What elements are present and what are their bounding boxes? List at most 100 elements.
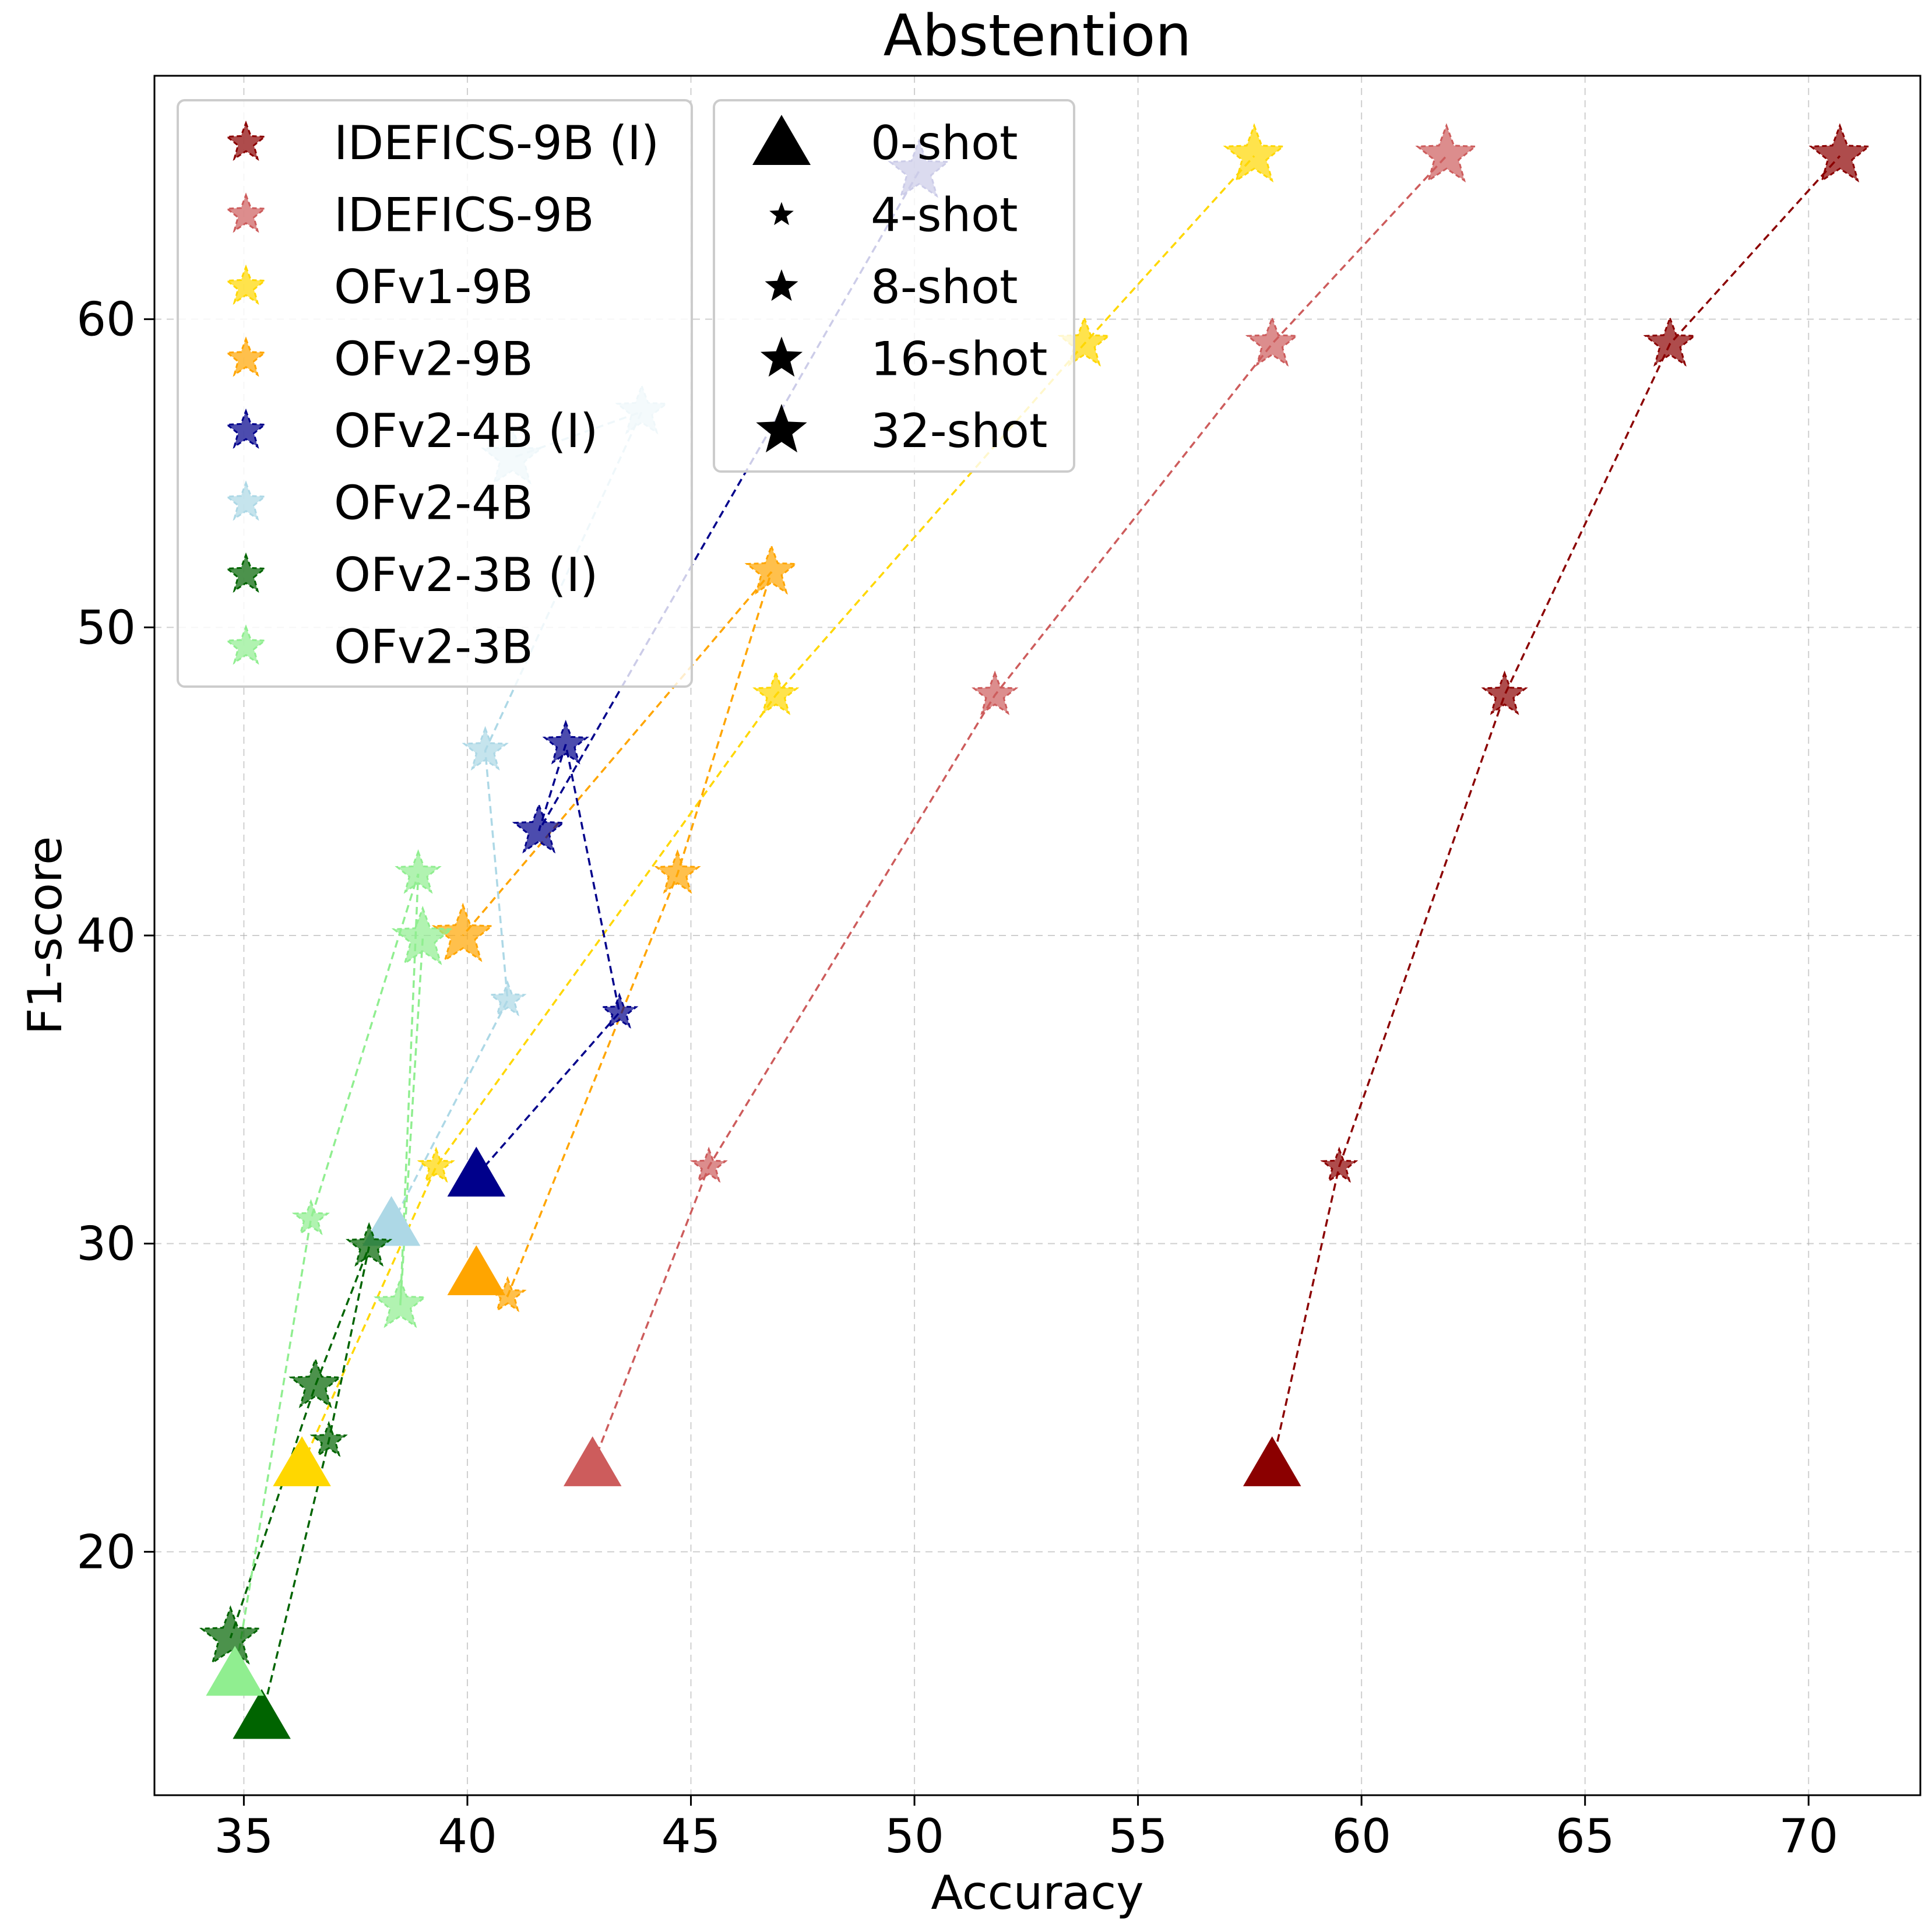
point-star (600, 992, 639, 1029)
point-star (689, 1146, 728, 1183)
point-star (346, 1222, 393, 1267)
legend-entry: OFv2-4B (I) (224, 404, 598, 458)
point-star (1223, 123, 1286, 182)
point-star (542, 719, 589, 765)
point-star (417, 1146, 455, 1183)
point-star (1643, 315, 1697, 367)
legend-models-box (177, 99, 693, 688)
series-markers (199, 123, 1871, 1739)
point-0-shot (206, 1645, 264, 1696)
legend-star-icon (760, 336, 803, 377)
point-0-shot (1243, 1436, 1301, 1486)
point-0-shot (273, 1436, 331, 1486)
legend-label: OFv1-9B (334, 260, 533, 314)
point-0-shot (447, 1245, 506, 1296)
x-tick-label: 35 (214, 1809, 274, 1863)
point-star (971, 670, 1019, 715)
legend-star-icon (224, 408, 268, 449)
point-star (288, 1357, 343, 1408)
legend-label: OFv2-4B (334, 476, 533, 530)
legend-shot-entry: 4-shot (769, 188, 1018, 242)
legend-triangle-icon (752, 115, 811, 165)
legend-label: OFv2-9B (334, 332, 533, 386)
legend-star-icon (769, 202, 794, 226)
x-tick-label: 50 (885, 1809, 944, 1863)
x-tick-label: 70 (1779, 1809, 1838, 1863)
legend-entry: IDEFICS-9B (I) (224, 116, 659, 170)
point-star (512, 803, 566, 854)
legend-shot-entry: 8-shot (765, 260, 1018, 314)
series-line (1271, 155, 1841, 1466)
point-0-shot (447, 1146, 506, 1197)
legend-shot-entry: 16-shot (760, 332, 1047, 386)
legend-label: IDEFICS-9B (I) (334, 116, 659, 170)
y-axis: 20 30 40 50 60 (76, 293, 154, 1579)
legend-entry: OFv2-3B (224, 620, 533, 674)
legend-label: IDEFICS-9B (334, 188, 594, 242)
point-star (395, 849, 442, 894)
legend-label: OFv2-3B (I) (334, 548, 598, 602)
point-star (374, 1277, 427, 1328)
legend-entry: OFv2-3B (I) (224, 548, 598, 602)
point-star (1245, 315, 1299, 367)
chart-title: Abstention (884, 3, 1192, 69)
legend-star-icon (224, 192, 268, 233)
legend-entry: OFv2-4B (224, 476, 533, 530)
series-line (234, 873, 424, 1676)
legend-label: OFv2-3B (334, 620, 533, 674)
y-tick-label: 20 (76, 1525, 136, 1579)
point-star (488, 980, 527, 1016)
point-star (1320, 1146, 1359, 1183)
x-tick-label: 65 (1556, 1809, 1615, 1863)
legend-shot-label: 8-shot (871, 260, 1018, 314)
legend-star-icon (224, 336, 268, 377)
point-star (744, 543, 798, 595)
legend-star-icon (224, 552, 268, 593)
y-axis-label: F1-score (18, 836, 72, 1035)
point-star (291, 1199, 330, 1236)
legend-star-icon (224, 480, 268, 521)
point-0-shot (362, 1196, 421, 1246)
y-tick-label: 30 (76, 1217, 136, 1271)
x-tick-label: 55 (1108, 1809, 1168, 1863)
legend-label: OFv2-4B (I) (334, 404, 598, 458)
point-star (1415, 123, 1478, 182)
point-star (488, 1276, 527, 1313)
x-tick-label: 45 (661, 1809, 721, 1863)
legend-entry: OFv2-9B (224, 332, 533, 386)
legend-entry: IDEFICS-9B (224, 188, 594, 242)
legend-shot-entry: 32-shot (756, 404, 1047, 458)
legend-models: IDEFICS-9B (I) IDEFICS-9B OFv1-9B OFv2-9B OF… (177, 99, 693, 688)
point-star (391, 906, 454, 965)
point-star (654, 849, 701, 894)
legend-star-icon (765, 269, 798, 301)
y-tick-label: 50 (76, 600, 136, 655)
x-tick-label: 60 (1332, 1809, 1391, 1863)
point-0-shot (563, 1436, 622, 1486)
legend-shots-box (713, 99, 1075, 473)
legend-shot-label: 0-shot (871, 116, 1018, 170)
point-star (309, 1420, 348, 1457)
x-axis-label: Accuracy (931, 1866, 1143, 1920)
point-star (1057, 315, 1111, 367)
legend-entry: OFv1-9B (224, 260, 533, 314)
legend-star-icon (756, 404, 807, 453)
point-star (431, 902, 494, 962)
legend-shot-label: 32-shot (871, 404, 1047, 458)
legend-star-icon (224, 264, 268, 305)
legend-star-icon (224, 624, 268, 665)
x-tick-label: 40 (438, 1809, 497, 1863)
legend-shot-entry: 0-shot (752, 115, 1018, 170)
legend-shots: 0-shot 4-shot 8-shot 16-shot 32-shot (713, 99, 1075, 473)
point-0-shot (233, 1689, 291, 1739)
x-axis: 35 40 45 50 55 60 65 70 (214, 1795, 1838, 1863)
point-star (752, 670, 800, 715)
legend-shot-label: 16-shot (871, 332, 1047, 386)
point-star (1808, 123, 1871, 182)
point-star (199, 1605, 262, 1665)
point-star (1481, 670, 1528, 715)
y-tick-label: 40 (76, 909, 136, 963)
legend-shot-label: 4-shot (871, 188, 1018, 242)
y-tick-label: 60 (76, 293, 136, 347)
